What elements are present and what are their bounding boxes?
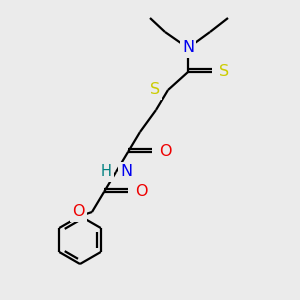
Text: S: S: [150, 82, 160, 98]
Text: N: N: [120, 164, 132, 179]
Text: N: N: [182, 40, 194, 56]
Text: H: H: [101, 164, 112, 179]
Text: O: O: [159, 145, 172, 160]
Text: O: O: [135, 184, 148, 200]
Text: O: O: [73, 205, 85, 220]
Text: S: S: [219, 64, 229, 80]
